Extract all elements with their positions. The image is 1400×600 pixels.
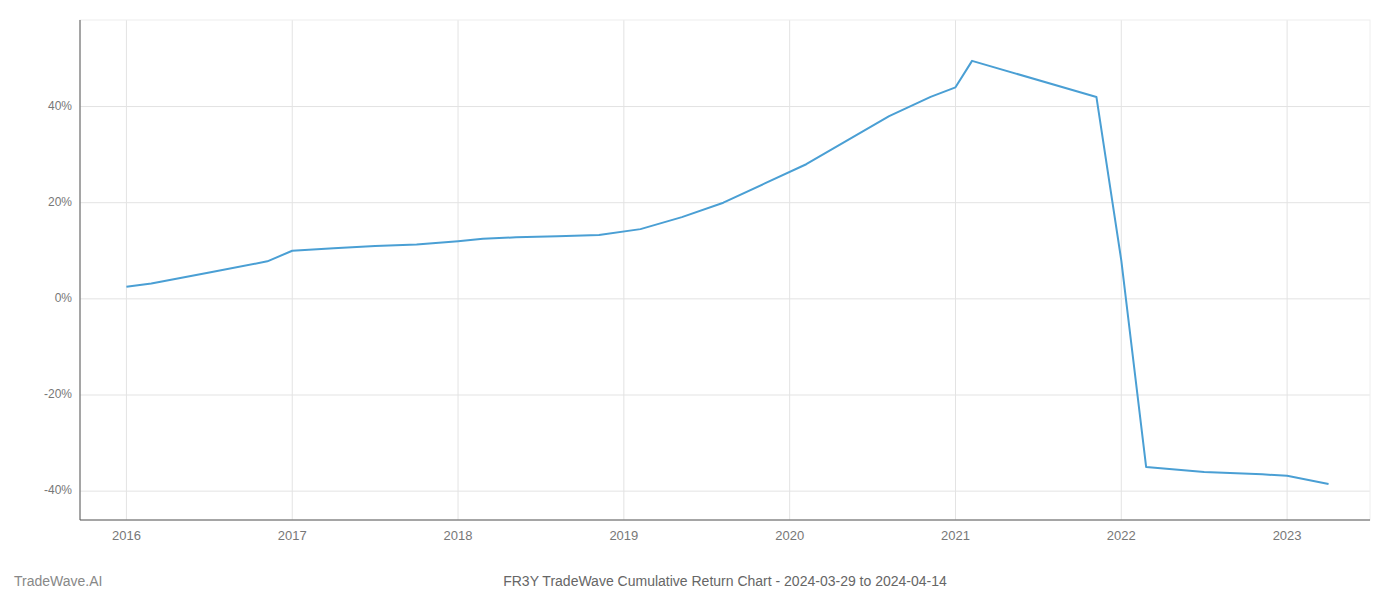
y-grid-line [80, 491, 1370, 492]
chart: -40% -20% 0% 20% 40% 2016 2017 2018 2019 2020 2021… [0, 0, 1400, 600]
x-grid-line [1287, 20, 1288, 520]
y-tick-label: 40% [48, 99, 72, 113]
x-tick-label: 2016 [112, 528, 141, 543]
x-grid-line [126, 20, 127, 520]
y-grid-line [80, 395, 1370, 396]
y-tick-label: -20% [44, 387, 72, 401]
y-tick-label: 20% [48, 195, 72, 209]
x-axis-line [80, 520, 1370, 521]
x-tick-label: 2019 [609, 528, 638, 543]
x-grid-line [789, 20, 790, 520]
series-line [126, 61, 1328, 484]
y-tick-label: 0% [55, 291, 73, 305]
x-tick-label: 2020 [775, 528, 804, 543]
x-grid-line [458, 20, 459, 520]
x-grid-line [955, 20, 956, 520]
x-grid-line [623, 20, 624, 520]
x-tick-label: 2017 [278, 528, 307, 543]
x-tick-label: 2021 [941, 528, 970, 543]
plot-frame [80, 20, 1370, 520]
x-grid-line [292, 20, 293, 520]
y-grid-line [80, 106, 1370, 107]
series-group [126, 61, 1328, 484]
watermark: TradeWave.AI [14, 573, 102, 589]
x-tick-label: 2018 [444, 528, 473, 543]
grid [80, 20, 1370, 520]
y-axis-line [80, 20, 81, 520]
x-tick-label: 2022 [1107, 528, 1136, 543]
y-tick-label: -40% [44, 483, 72, 497]
tick-labels: -40% -20% 0% 20% 40% 2016 2017 2018 2019 2020 2021… [44, 99, 1302, 543]
y-grid-line [80, 298, 1370, 299]
x-tick-label: 2023 [1273, 528, 1302, 543]
title: FR3Y TradeWave Cumulative Return Chart -… [503, 573, 947, 589]
